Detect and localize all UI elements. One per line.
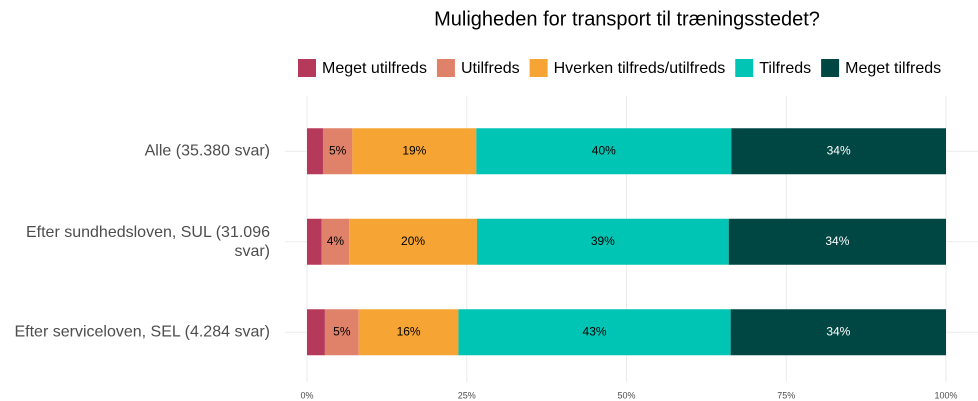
legend-swatch xyxy=(821,59,840,77)
bar-segment xyxy=(476,128,732,175)
bar-segment xyxy=(731,128,946,175)
data-label: 39% xyxy=(591,234,615,248)
bar-segment xyxy=(358,309,459,356)
data-label: 4% xyxy=(327,234,345,248)
legend-swatch xyxy=(298,59,316,77)
data-label: 16% xyxy=(397,324,421,338)
data-label: 34% xyxy=(826,324,850,338)
legend-swatch xyxy=(529,59,548,77)
bar-segment xyxy=(352,128,477,175)
legend-label: Meget utilfreds xyxy=(322,60,427,77)
data-label: 19% xyxy=(402,143,426,157)
x-tick-label: 25% xyxy=(458,390,476,400)
bar-segment xyxy=(349,218,477,265)
legend-swatch xyxy=(436,59,455,77)
bar-segment xyxy=(730,309,946,356)
legend-label: Utilfreds xyxy=(461,60,520,77)
legend-label: Hverken tilfreds/utilfreds xyxy=(554,60,726,77)
data-label: 43% xyxy=(583,324,607,338)
chart-title: Muligheden for transport til træningsste… xyxy=(434,8,820,30)
x-tick-label: 100% xyxy=(934,390,957,400)
data-label: 5% xyxy=(333,324,351,338)
bar-segment xyxy=(324,309,359,356)
x-tick-label: 75% xyxy=(777,390,795,400)
data-label: 34% xyxy=(827,143,851,157)
bar-segment xyxy=(307,309,325,356)
y-tick-label: Efter serviceloven, SEL (4.284 svar) xyxy=(14,323,270,341)
legend-label: Tilfreds xyxy=(759,60,811,77)
legend-swatch xyxy=(735,59,754,77)
bar-segment xyxy=(476,218,729,265)
bar-segment xyxy=(307,218,322,265)
bar-segment xyxy=(307,128,323,175)
bar-segment xyxy=(322,128,353,175)
data-label: 34% xyxy=(825,234,849,248)
y-tick-label: Alle (35.380 svar) xyxy=(144,142,270,160)
data-label: 5% xyxy=(329,143,347,157)
x-tick-label: 50% xyxy=(617,390,635,400)
y-tick-label: Efter sundhedsloven, SUL (31.096 svar) xyxy=(25,223,270,260)
bar-segment xyxy=(321,218,350,265)
legend-label: Meget tilfreds xyxy=(845,60,941,77)
x-tick-label: 0% xyxy=(300,390,313,400)
bar-segment xyxy=(728,218,946,265)
data-label: 40% xyxy=(592,143,616,157)
data-label: 20% xyxy=(401,234,425,248)
bar-segment xyxy=(458,309,731,356)
